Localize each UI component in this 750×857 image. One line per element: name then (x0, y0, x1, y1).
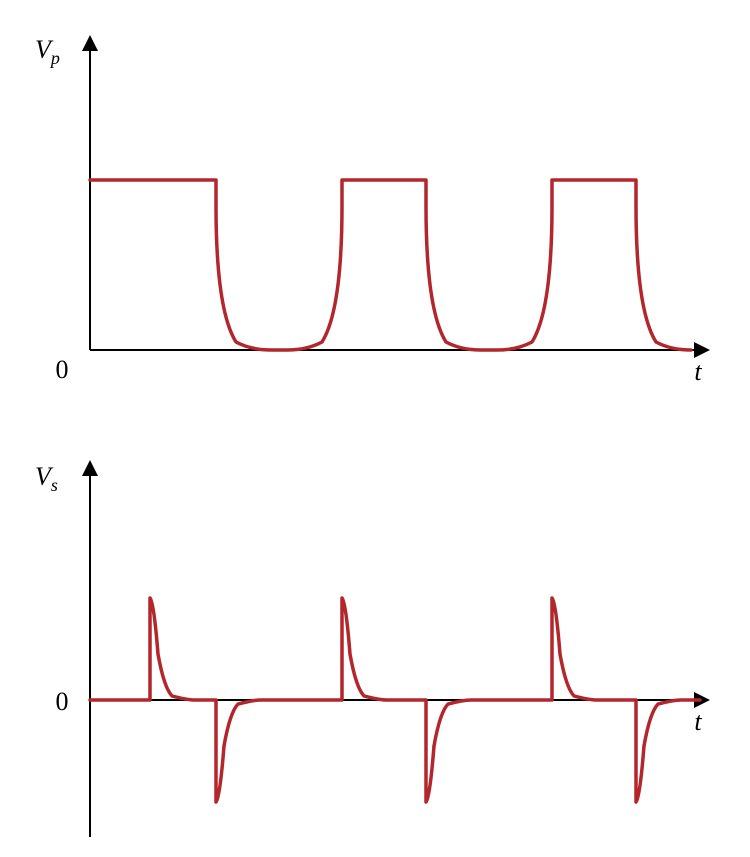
vp-waveform (90, 180, 691, 350)
vp-axis-label: Vp (35, 35, 60, 68)
vs-axis-label: Vs (35, 462, 58, 495)
waveform-figure: Vp t 0 Vs t 0 (20, 20, 730, 837)
t-axis-label-bottom: t (694, 707, 702, 736)
figure-container: Vp t 0 Vs t 0 (20, 20, 730, 837)
origin-label-top: 0 (56, 355, 69, 384)
vs-waveform (90, 598, 700, 802)
t-axis-label-top: t (694, 357, 702, 386)
origin-label-bottom: 0 (56, 687, 69, 716)
